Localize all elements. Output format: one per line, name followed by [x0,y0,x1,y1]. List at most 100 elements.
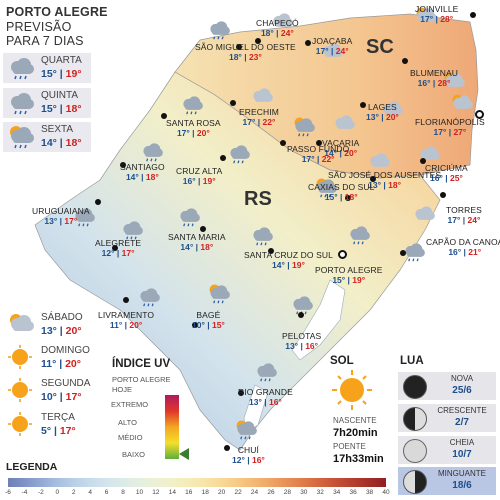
forecast-max: 18° [65,137,82,149]
city-min: 14° [272,260,285,270]
city-min: 13° [249,397,262,407]
header-city: PORTO ALEGRE [6,5,108,19]
city-temps: 14° | 19° [272,260,305,270]
cloud-icon [318,40,344,62]
legend-tick-label: 26 [267,489,275,496]
city-name: CAXIAS DO SUL [308,182,375,192]
city-max: 24° [335,46,349,56]
sun-cloud-icon [412,5,438,27]
forecast-day-label: TERÇA [41,412,75,423]
rain-cloud-icon [175,205,201,227]
moon-phase-name: CHEIA [449,438,475,447]
city-min: 17° [315,46,329,56]
forecast-day: QUARTA 15° | 19° [3,53,91,83]
city-temps: 14° | 20° [324,148,358,158]
city-name: SÃO JOSÉ DOS AUSENTES [328,170,442,180]
city-temps: 15° | 18° [324,192,358,202]
city-label: SANTA CRUZ DO SUL 14° | 19° [244,250,333,270]
city-temps: 13° | 18° [368,180,401,190]
city-name: URUGUAIANA [32,206,90,216]
rain-cloud-icon [248,224,274,246]
city-temps: 17° | 20° [176,128,210,138]
legend-tick-label: -2 [37,489,44,496]
city-name: PELOTAS [282,331,322,341]
city-name: JOAÇABA [312,36,353,46]
sun-title: SOL [330,355,354,367]
city-temps: 13° | 17° [44,216,78,226]
cloud-icon [378,98,404,120]
forecast-day: TERÇA 5° | 17° [3,410,91,440]
legend-tick-label: 12 [152,489,160,496]
legend-tick-label: 14 [168,489,176,496]
moon-phase-name: NOVA [450,374,474,383]
city-temps: 16° | 21° [448,247,482,257]
forecast-day: SÁBADO 13° | 20° [3,310,91,340]
legend-tick-label: 4 [88,489,92,496]
city-max: 22° [262,117,276,127]
legend-tick-label: 8 [121,489,125,496]
forecast-min: 10° [41,391,57,403]
city-marker [400,250,406,256]
city-label: CAPÃO DA CANOA 16° | 21° [426,237,500,257]
moon-phase-name: MINGUANTE [438,469,486,478]
city-max: 17° [121,248,135,258]
forecast-temps: 13° | 20° [41,325,82,337]
city-name: LAGES [367,102,397,112]
city-max: 17° [64,216,78,226]
moon-phase-date: 25/6 [452,385,472,396]
city-temps: 13° | 16° [249,397,282,407]
city-temps: 17° | 22° [242,117,276,127]
forecast-min: 14° [41,137,57,149]
header-subtitle-2: PARA 7 DIAS [6,34,84,48]
city-label: CHAPECÓ 18° | 24° [256,18,299,38]
forecast-day: QUINTA 15° | 18° [3,88,91,118]
uv-subtitle-2: HOJE [112,385,133,394]
rain-cloud-icon [5,88,35,118]
city-temps: 16° | 25° [430,173,463,183]
city-temps: 18° | 23° [228,52,262,62]
city-min: 13° [44,216,58,226]
city-label: PORTO ALEGRE 15° | 19° [315,265,383,285]
city-marker [360,102,366,108]
legend-tick-label: 30 [300,489,308,496]
city-max: 21° [468,247,482,257]
city-label: PASSO FUNDO 17° | 22° [287,144,349,164]
city-marker [123,297,129,303]
legend-tick-label: 0 [55,489,60,496]
moon-phase: NOVA 25/6 [398,372,496,400]
city-marker [440,192,446,198]
city-label: LAGES 13° | 20° [366,102,399,122]
city-min: 16° [182,176,196,186]
city-name: PASSO FUNDO [287,144,350,154]
city-name: SANTA ROSA [166,118,221,128]
city-temps: 12° | 16° [232,455,265,465]
city-temps: 13° | 20° [366,112,399,122]
rain-cloud-icon [70,205,96,227]
uv-scale-bar [165,395,179,459]
legend-tick-label: 6 [104,489,109,496]
city-name: PORTO ALEGRE [315,265,383,275]
rain-cloud-icon [205,18,231,40]
city-min: 15° [324,192,338,202]
rain-cloud-icon [118,218,144,240]
forecast-max: 17° [59,425,76,437]
city-label: FLORIANÓPOLIS 17° | 27° [415,117,485,137]
city-temps: 15° | 19° [332,275,366,285]
legend-tick-label: 34 [333,489,341,496]
city-label: PELOTAS 13° | 16° [282,331,321,351]
city-min: 15° [332,275,346,285]
city-max: 19° [202,176,216,186]
city-min: 17° [433,127,447,137]
city-label: SÃO MIGUEL DO OESTE 18° | 23° [195,42,296,62]
rain-cloud-icon [135,285,161,307]
city-min: 14° [125,172,139,182]
city-max: 16° [251,455,265,465]
city-min: 16° [417,78,431,88]
cloud-icon [415,143,441,165]
forecast-max: 20° [65,325,82,337]
city-name: CHUÍ [237,445,259,455]
city-label: SÃO JOSÉ DOS AUSENTES 13° | 18° [328,170,441,190]
lagoa-dos-patos [291,279,346,361]
city-min: 14° [324,148,338,158]
forecast-temps: 11° | 20° [41,358,81,370]
